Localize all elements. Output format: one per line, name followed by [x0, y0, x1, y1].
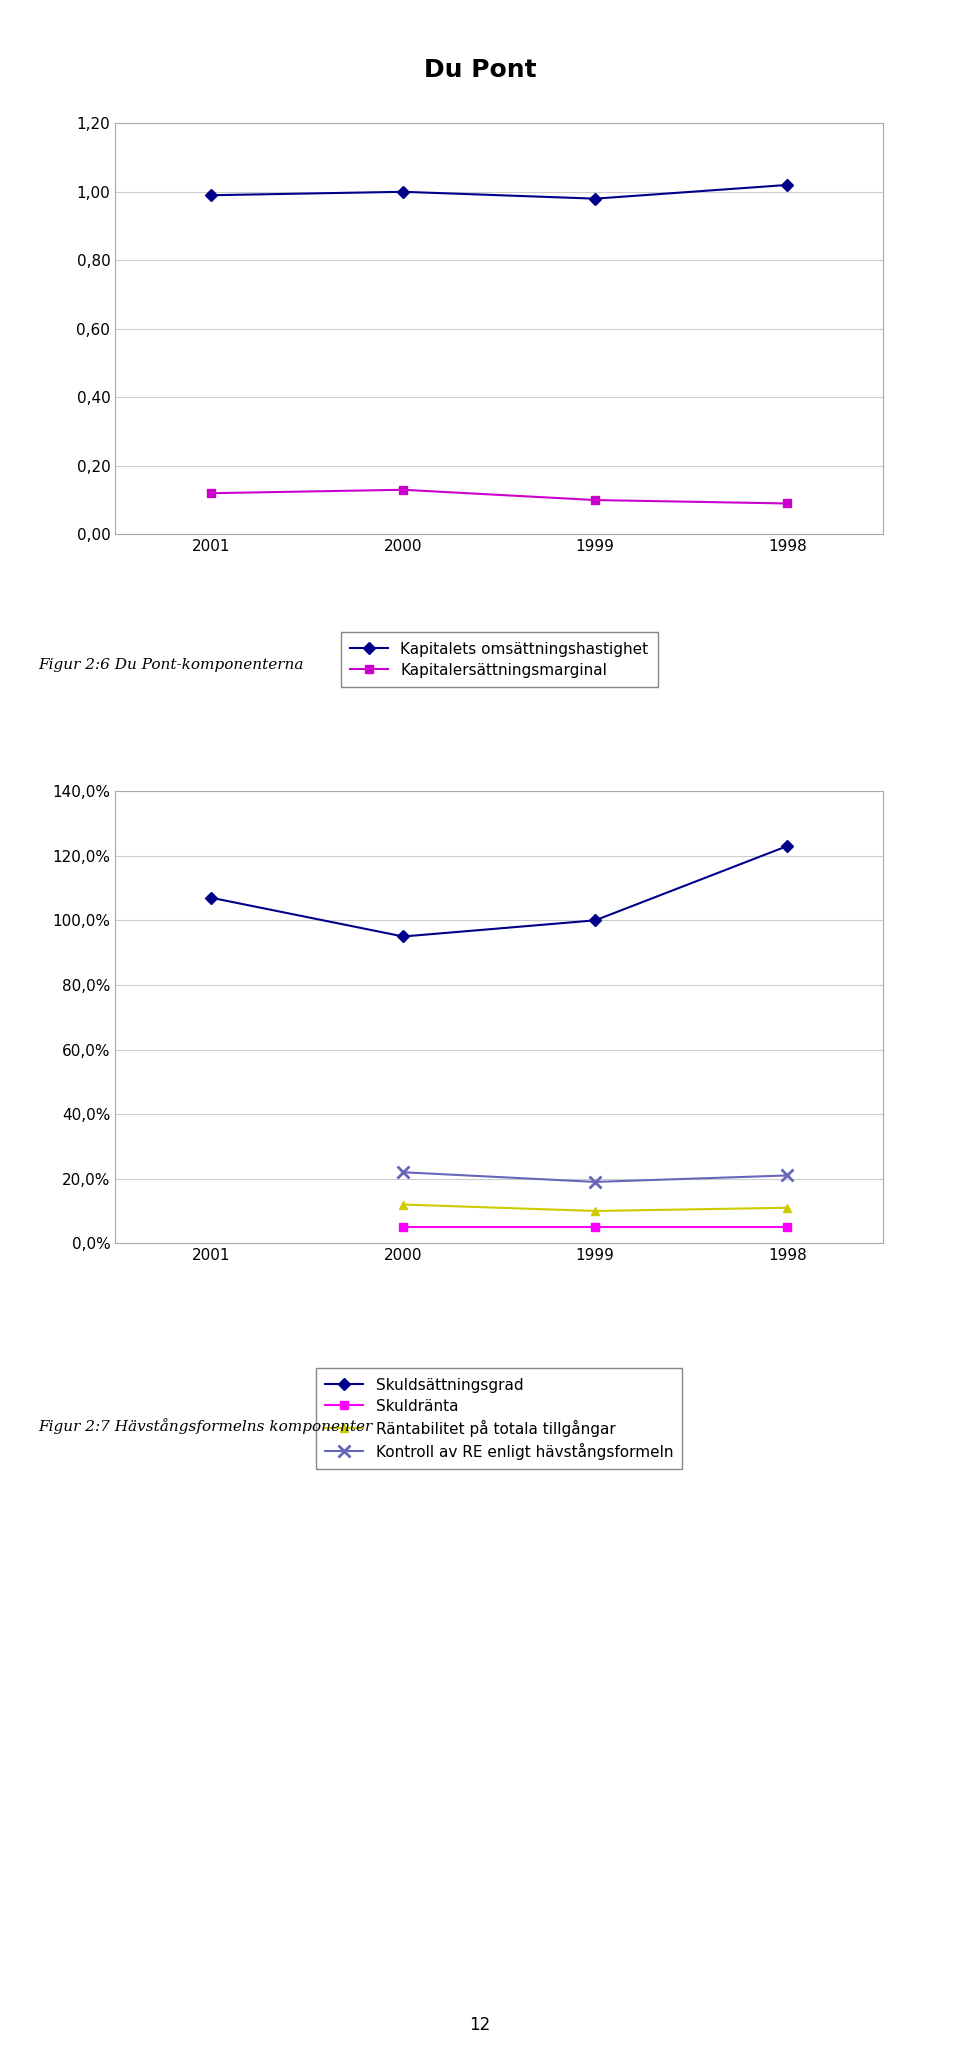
- Kapitalersättningsmarginal: [589, 487, 601, 512]
- Skuldränta: [589, 1215, 601, 1239]
- Kontroll av RE enligt hävstångsformeln: [397, 1159, 409, 1184]
- Kontroll av RE enligt hävstångsformeln: [589, 1169, 601, 1194]
- Kapitalets omsättningshastighet: [205, 183, 217, 208]
- Skuldränta: [781, 1215, 793, 1239]
- Kapitalets omsättningshastighet: [589, 187, 601, 212]
- Kapitalets omsättningshastighet: [397, 179, 409, 203]
- Räntabilitet på totala tillgångar: [781, 1196, 793, 1221]
- Räntabilitet på totala tillgångar: [589, 1198, 601, 1223]
- Text: Du Pont: Du Pont: [423, 58, 537, 82]
- Line: Kapitalets omsättningshastighet: Kapitalets omsättningshastighet: [207, 181, 791, 203]
- Line: Kapitalersättningsmarginal: Kapitalersättningsmarginal: [207, 485, 791, 508]
- Skuldsättningsgrad: [397, 925, 409, 949]
- Line: Skuldsättningsgrad: Skuldsättningsgrad: [207, 843, 791, 941]
- Text: Figur 2:6 Du Pont-komponenterna: Figur 2:6 Du Pont-komponenterna: [38, 658, 304, 672]
- Skuldränta: [397, 1215, 409, 1239]
- Legend: Kapitalets omsättningshastighet, Kapitalersättningsmarginal: Kapitalets omsättningshastighet, Kapital…: [341, 633, 658, 686]
- Skuldsättningsgrad: [781, 834, 793, 859]
- Line: Kontroll av RE enligt hävstångsformeln: Kontroll av RE enligt hävstångsformeln: [397, 1167, 793, 1188]
- Kapitalersättningsmarginal: [205, 481, 217, 506]
- Kapitalersättningsmarginal: [781, 491, 793, 516]
- Räntabilitet på totala tillgångar: [397, 1192, 409, 1217]
- Kapitalersättningsmarginal: [397, 477, 409, 501]
- Skuldsättningsgrad: [589, 908, 601, 933]
- Skuldsättningsgrad: [205, 886, 217, 910]
- Legend: Skuldsättningsgrad, Skuldränta, Räntabilitet på totala tillgångar, Kontroll av R: Skuldsättningsgrad, Skuldränta, Räntabil…: [316, 1369, 683, 1469]
- Text: Figur 2:7 Hävstångsformelns komponenter: Figur 2:7 Hävstångsformelns komponenter: [38, 1418, 372, 1434]
- Kapitalets omsättningshastighet: [781, 173, 793, 197]
- Kontroll av RE enligt hävstångsformeln: [781, 1163, 793, 1188]
- Text: 12: 12: [469, 2016, 491, 2034]
- Line: Skuldränta: Skuldränta: [399, 1223, 791, 1231]
- Line: Räntabilitet på totala tillgångar: Räntabilitet på totala tillgångar: [399, 1200, 791, 1215]
